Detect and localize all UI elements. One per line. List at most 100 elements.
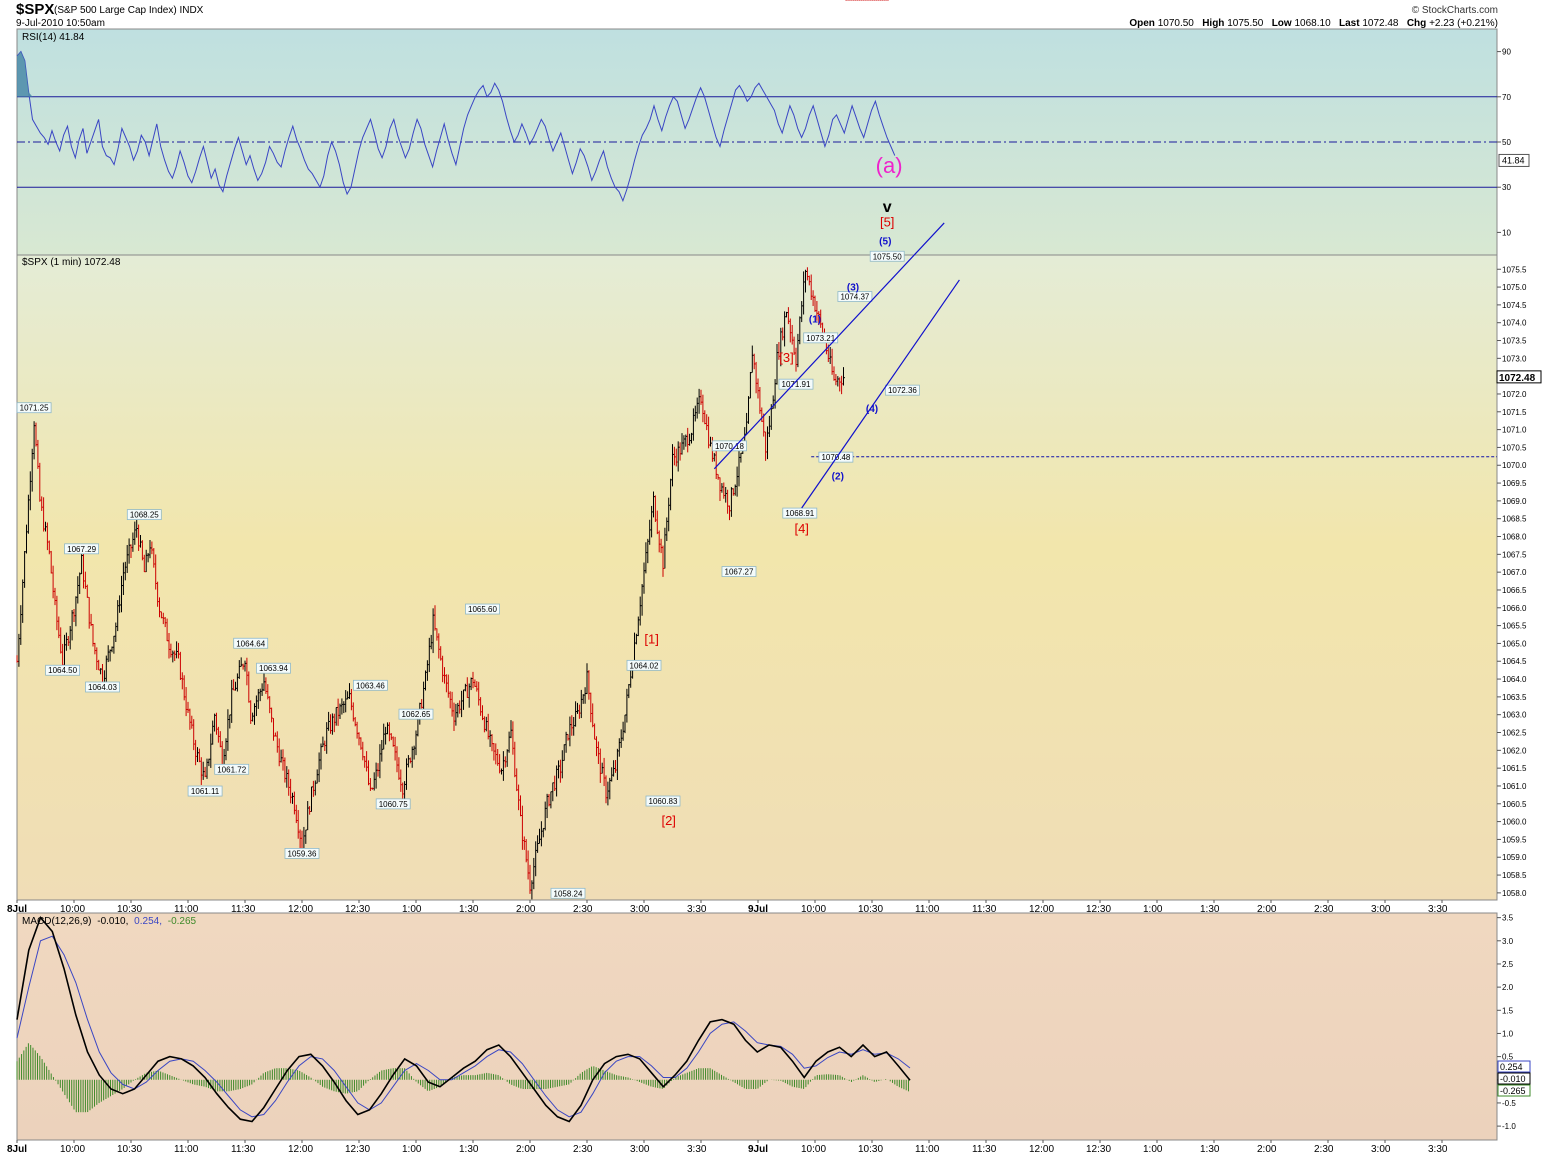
- macd-line: [16, 916, 911, 1123]
- x-tick-label: 12:00: [1029, 1144, 1054, 1155]
- price-annotation-box: [85, 681, 120, 693]
- svg-text:MACD(12,26,9) -0.010,: MACD(12,26,9) -0.010, 0.254, -0.265: [22, 916, 197, 927]
- price-tick-label: 1071.5: [1502, 408, 1527, 417]
- elliott-wave-labels: [1] [2] [3] [4] [5] (1) (2) (3) (4) (5) v (a): [644, 153, 902, 828]
- price-tick-label: 1060.0: [1502, 818, 1527, 827]
- x-tick-label: 1:30: [459, 1144, 479, 1155]
- price-tick-label: 1075.0: [1502, 283, 1527, 292]
- svg-text:41.84: 41.84: [1502, 155, 1525, 165]
- x-tick-label: 2:30: [573, 904, 593, 915]
- x-tick-label: 1:00: [402, 904, 422, 915]
- macd-badge-box: [1497, 1060, 1531, 1073]
- price-annotation-label: 1064.50: [48, 666, 77, 675]
- x-tick-label: 1:30: [459, 904, 479, 915]
- price-tick-label: 1075.5: [1502, 265, 1527, 274]
- price-panel: [16, 254, 1498, 901]
- svg-text:1072.48: 1072.48: [1499, 373, 1536, 384]
- macd-tick-label: -0.5: [1502, 1099, 1516, 1108]
- price-annotation-box: [885, 384, 920, 396]
- x-tick-label: 12:00: [288, 904, 313, 915]
- x-tick-label: 2:00: [1257, 1144, 1277, 1155]
- price-annotation-box: [782, 507, 818, 519]
- price-tick-label: 1069.0: [1502, 497, 1527, 506]
- price-annotation-box: [550, 887, 586, 899]
- price-annotation-box: [233, 637, 269, 649]
- x-tick-label: 2:30: [573, 1144, 593, 1155]
- wave-label: (a): [876, 153, 903, 178]
- price-annotation-label: 1071.25: [20, 404, 49, 413]
- wave-label: (3): [847, 283, 859, 294]
- x-tick-label: 12:30: [345, 904, 370, 915]
- x-tick-label: 10:30: [117, 1144, 142, 1155]
- x-tick-label: 1:30: [1200, 1144, 1220, 1155]
- price-annotation-label: 1074.37: [840, 293, 869, 302]
- price-tick-label: 1061.0: [1502, 782, 1527, 791]
- x-tick-label: 10:00: [60, 904, 85, 915]
- macd-tick-label: 0.5: [1502, 1053, 1514, 1062]
- price-tick-label: 1070.5: [1502, 443, 1527, 452]
- lower-channel-line: [801, 279, 960, 509]
- macd-tick-label: -1.0: [1502, 1122, 1516, 1131]
- x-tick-label: 10:00: [801, 904, 826, 915]
- price-tick-label: 1070.0: [1502, 461, 1527, 470]
- wedge-channel-lines: [713, 222, 960, 509]
- x-tick-label: 3:00: [630, 1144, 650, 1155]
- price-annotation-box: [352, 679, 388, 691]
- price-tick-label: 1067.5: [1502, 550, 1527, 559]
- x-tick-label: 10:30: [858, 904, 883, 915]
- price-annotation-label: 1058.24: [554, 889, 583, 898]
- price-y-axis: 1075.5 1075.0 1074.5 1074.0 1073.5 1073.0 1072…: [1497, 265, 1527, 898]
- x-tick-label: 11:30: [972, 1144, 997, 1155]
- macd-tick-label: 3.0: [1502, 937, 1514, 946]
- x-tick-label: 2:30: [1314, 1144, 1334, 1155]
- price-annotation-box: [721, 566, 757, 577]
- macd-legend-signal: 0.254,: [134, 916, 162, 927]
- x-tick-label: 8Jul: [7, 1144, 27, 1155]
- high-value: 1075.50: [1227, 18, 1264, 29]
- price-annotation-label: 1060.75: [379, 800, 408, 809]
- x-tick-label: 9Jul: [748, 904, 768, 915]
- rsi-tick-label: 30: [1502, 183, 1511, 192]
- price-annotation-label: 1064.03: [88, 683, 117, 692]
- price-annotation-box: [16, 402, 52, 414]
- price-annotation-label: 1063.46: [356, 681, 385, 690]
- x-tick-label: 3:00: [1371, 1144, 1391, 1155]
- price-annotation-box: [398, 708, 434, 720]
- price-tick-label: 1064.5: [1502, 657, 1527, 666]
- wave-label: (4): [866, 404, 878, 415]
- x-tick-label: 3:30: [1428, 904, 1448, 915]
- x-tick-label: 1:00: [1143, 904, 1163, 915]
- x-tick-label: 2:00: [516, 904, 536, 915]
- x-tick-label: 10:30: [117, 904, 142, 915]
- price-annotation-label: 1059.36: [288, 849, 317, 858]
- price-tick-label: 1068.5: [1502, 515, 1527, 524]
- price-tick-label: 1060.5: [1502, 800, 1527, 809]
- rsi-tick-label: 10: [1502, 228, 1511, 237]
- macd-tick-label: 1.0: [1502, 1029, 1514, 1038]
- macd-panel: [16, 912, 1498, 1141]
- macd-tick-label: 2.5: [1502, 960, 1514, 969]
- price-annotation-box: [465, 603, 500, 615]
- x-tick-label: 3:00: [630, 904, 650, 915]
- rsi-tick-label: 90: [1502, 48, 1511, 57]
- price-tick-label: 1058.0: [1502, 889, 1527, 898]
- x-tick-label: 10:00: [801, 1144, 826, 1155]
- x-tick-label: 12:00: [1029, 904, 1054, 915]
- price-annotation-label: 1061.72: [217, 765, 246, 774]
- price-tick-label: 1069.5: [1502, 479, 1527, 488]
- price-annotation-label: 1075.50: [873, 252, 902, 261]
- rsi-line: [16, 50, 896, 203]
- stockcharts-logo: © StockCharts.com: [1411, 5, 1498, 16]
- price-annotation-label: 1068.25: [130, 511, 159, 520]
- rsi-last-value-badge: 41.84: [1498, 153, 1530, 167]
- x-tick-label: 3:30: [1428, 1144, 1448, 1155]
- price-annotation-box: [626, 659, 662, 671]
- price-tick-label: 1068.0: [1502, 533, 1527, 542]
- price-annotation-box: [126, 509, 162, 521]
- macd-last-value-badges: 0.254 -0.010 -0.265: [1497, 1060, 1531, 1097]
- wave-label: (2): [832, 472, 844, 483]
- x-tick-label: 12:30: [1086, 1144, 1111, 1155]
- price-tick-label: 1073.5: [1502, 337, 1527, 346]
- x-tick-label: 11:30: [972, 904, 997, 915]
- rsi-tick-label: 70: [1502, 93, 1511, 102]
